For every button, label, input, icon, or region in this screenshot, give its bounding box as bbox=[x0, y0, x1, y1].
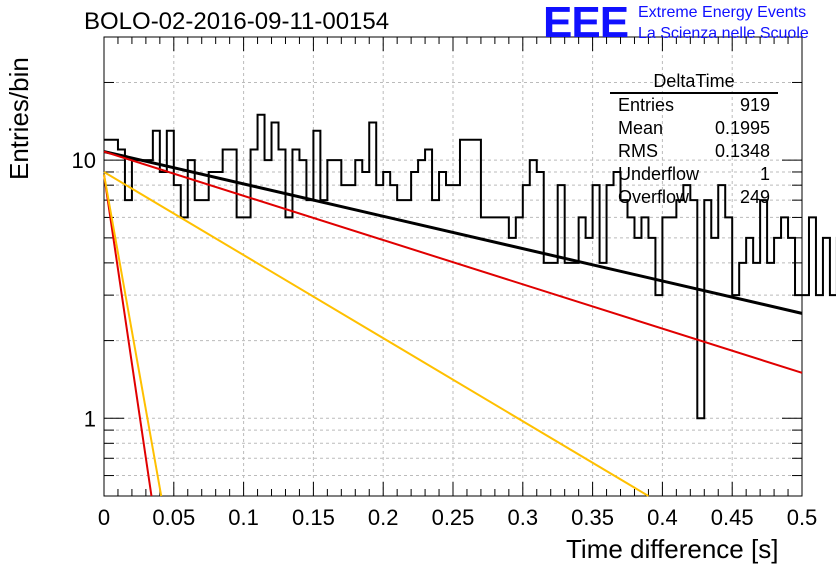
x-tick-label: 0.15 bbox=[292, 505, 335, 530]
stats-row-rms: RMS 0.1348 bbox=[610, 140, 778, 163]
stats-title: DeltaTime bbox=[610, 70, 778, 94]
stats-label: Mean bbox=[618, 118, 664, 138]
brand-line-1: Extreme Energy Events bbox=[638, 4, 807, 21]
stats-label: Underflow bbox=[618, 164, 700, 184]
x-tick-label: 0.4 bbox=[647, 505, 678, 530]
x-axis-title: Time difference [s] bbox=[566, 534, 779, 564]
stats-box: DeltaTime Entries 919 Mean 0.1995 RMS 0.… bbox=[610, 70, 778, 209]
stats-value: 0.1348 bbox=[714, 141, 770, 161]
fit-curve-4 bbox=[103, 174, 153, 497]
x-tick-label: 0.05 bbox=[152, 505, 195, 530]
y-tick-label: 1 bbox=[84, 406, 96, 431]
stats-row-overflow: Overflow 249 bbox=[610, 186, 778, 209]
x-tick-label: 0 bbox=[98, 505, 110, 530]
x-tick-label: 0.1 bbox=[228, 505, 259, 530]
x-tick-label: 0.35 bbox=[571, 505, 614, 530]
y-tick-label: 10 bbox=[72, 148, 96, 173]
x-tick-label: 0.45 bbox=[711, 505, 754, 530]
stats-label: Entries bbox=[618, 95, 675, 115]
stats-row-entries: Entries 919 bbox=[610, 94, 778, 117]
histogram-steps bbox=[104, 113, 836, 420]
stats-label: Overflow bbox=[618, 187, 690, 207]
x-tick-label: 0.2 bbox=[368, 505, 399, 530]
fit-curve-2 bbox=[103, 150, 803, 374]
stats-value: 249 bbox=[739, 187, 770, 207]
x-tick-label: 0.25 bbox=[432, 505, 475, 530]
chart-title: BOLO-02-2016-09-11-00154 bbox=[84, 8, 390, 35]
x-tick-label: 0.3 bbox=[508, 505, 539, 530]
fit-curve-3 bbox=[103, 171, 649, 497]
fit-curve-1 bbox=[103, 150, 803, 315]
eee-logo: EEE bbox=[543, 0, 629, 47]
stats-value: 919 bbox=[739, 95, 770, 115]
y-axis-title: Entries/bin bbox=[4, 57, 34, 180]
stats-row-mean: Mean 0.1995 bbox=[610, 117, 778, 140]
fit-curve-5 bbox=[103, 174, 163, 497]
stats-value: 0.1995 bbox=[714, 118, 770, 138]
stats-row-underflow: Underflow 1 bbox=[610, 163, 778, 186]
brand-line-2: La Scienza nelle Scuole bbox=[638, 25, 809, 42]
stats-value: 1 bbox=[759, 164, 770, 184]
stats-label: RMS bbox=[618, 141, 658, 161]
x-tick-label: 0.5 bbox=[787, 505, 818, 530]
